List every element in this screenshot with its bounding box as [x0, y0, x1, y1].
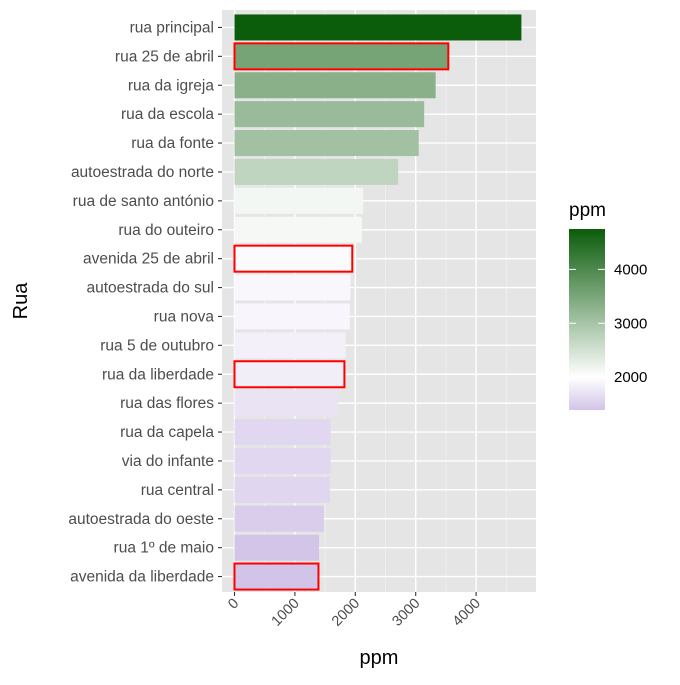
y-tick-label: avenida da liberdade [70, 569, 214, 586]
x-tick-label: 4000 [450, 596, 484, 630]
x-tick-label: 3000 [389, 596, 423, 630]
y-tick-label: rua 1º de maio [114, 540, 214, 557]
bar [234, 419, 331, 446]
bar [234, 130, 419, 157]
bar [234, 361, 345, 388]
legend-tick-label: 3000 [614, 315, 647, 332]
bar [234, 72, 436, 99]
highlight-box [233, 360, 346, 389]
x-tick-label: 0 [225, 596, 242, 613]
y-tick-label: rua da liberdade [102, 366, 214, 383]
y-tick-label: autoestrada do oeste [68, 511, 214, 528]
y-tick-label: rua 25 de abril [115, 48, 214, 65]
legend-title: ppm [569, 200, 606, 221]
x-tick-label: 2000 [329, 596, 363, 630]
x-axis-title: ppm [360, 647, 399, 669]
legend-colorbar [569, 229, 605, 410]
highlight-box [233, 42, 450, 71]
bar [234, 187, 364, 214]
bar [234, 303, 350, 330]
bar [234, 14, 522, 41]
bar [234, 447, 331, 474]
bar [234, 245, 353, 272]
legend-tick-label: 2000 [614, 369, 647, 386]
y-tick-label: autoestrada do sul [86, 280, 214, 297]
y-tick-label: rua da fonte [131, 135, 214, 152]
y-tick-label: rua da capela [120, 424, 214, 441]
y-tick-label: rua 5 de outubro [100, 337, 214, 354]
highlight-box [233, 244, 354, 273]
y-tick-label: avenida 25 de abril [83, 251, 214, 268]
color-legend: ppm 2000 3000 4000 [569, 200, 647, 410]
x-axis: 0 1000 2000 3000 4000 [225, 592, 484, 630]
y-tick-label: rua nova [154, 308, 215, 325]
y-tick-label: rua da escola [121, 106, 214, 123]
x-tick-label: 1000 [269, 596, 303, 630]
y-tick-label: rua central [141, 482, 214, 499]
y-axis-title: Rua [10, 282, 32, 320]
y-tick-label: rua das flores [120, 395, 214, 412]
bar [234, 390, 338, 417]
bar [234, 505, 324, 532]
y-tick-label: autoestrada do norte [71, 164, 214, 181]
bar [234, 43, 449, 70]
legend-tick-label: 4000 [614, 261, 647, 278]
bar [234, 216, 362, 243]
highlight-box [233, 562, 320, 591]
bar [234, 101, 425, 128]
y-tick-label: via do infante [122, 453, 214, 470]
bar [234, 534, 320, 561]
y-tick-label: rua de santo antónio [73, 193, 214, 210]
bar [234, 158, 399, 185]
highlight-boxes [233, 42, 450, 591]
bar [234, 332, 346, 359]
bar [234, 274, 351, 301]
legend-ticks: 2000 3000 4000 [569, 261, 647, 386]
y-tick-label: rua principal [130, 19, 214, 36]
y-tick-label: rua da igreja [128, 77, 215, 94]
bar [234, 563, 319, 590]
bar [234, 476, 330, 503]
y-tick-label: rua do outeiro [118, 222, 214, 239]
y-axis: rua principal rua 25 de abril rua da igrej… [68, 19, 222, 586]
bars [234, 14, 522, 590]
